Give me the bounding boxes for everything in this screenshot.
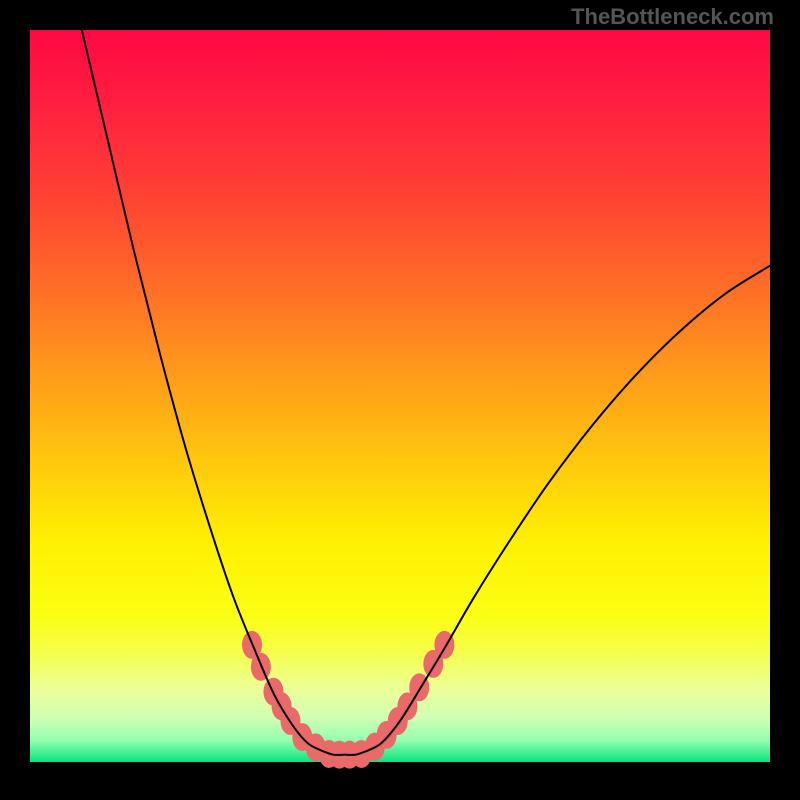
chart-svg xyxy=(0,0,800,800)
curve-left xyxy=(82,30,322,751)
chart-frame: TheBottleneck.com xyxy=(0,0,800,800)
curve-right xyxy=(367,266,770,751)
marker-group xyxy=(242,631,454,769)
